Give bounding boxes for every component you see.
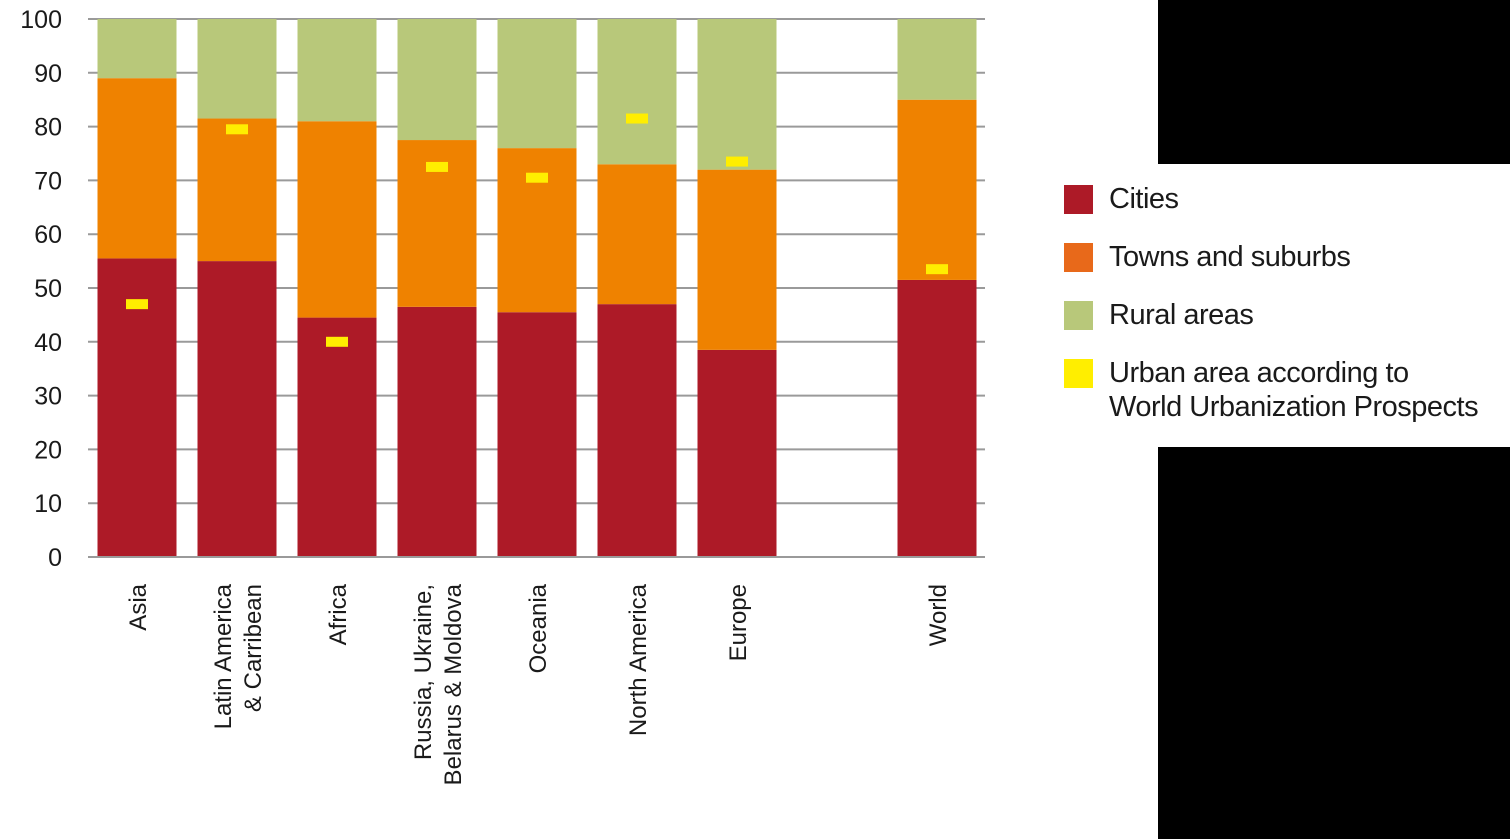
x-tick-label-1-1: & Carribean: [240, 584, 267, 712]
urban-marker-1: [226, 124, 248, 135]
legend-label-cities: Cities: [1109, 183, 1179, 215]
bar-towns-and-suburbs-6: [697, 169, 777, 350]
legend-swatch-towns-and-suburbs: [1064, 243, 1093, 272]
y-tick-label-40: 40: [34, 329, 62, 357]
legend-label-urban-area-wup: Urban area according to World Urbanizati…: [1109, 356, 1479, 424]
bar-cities-8: [897, 279, 977, 557]
y-tick-label-0: 0: [48, 544, 62, 572]
bar-cities-1: [197, 261, 277, 557]
bar-towns-and-suburbs-8: [897, 99, 977, 280]
x-tick-label-3-0: Russia, Ukraine,: [410, 584, 437, 760]
bar-towns-and-suburbs-0: [97, 78, 177, 259]
urban-marker-0: [126, 299, 148, 310]
x-tick-label-3-1: Belarus & Moldova: [440, 583, 467, 785]
bar-rural-areas-2: [297, 19, 377, 122]
bar-rural-areas-5: [597, 19, 677, 165]
bar-rural-areas-0: [97, 19, 177, 79]
x-tick-label-0-0: Asia: [125, 583, 152, 630]
bar-rural-areas-8: [897, 19, 977, 100]
x-tick-label-8-0: World: [925, 584, 952, 646]
bar-towns-and-suburbs-1: [197, 118, 277, 262]
urban-marker-5: [626, 113, 648, 124]
y-tick-label-50: 50: [34, 275, 62, 303]
legend-label-urban-area-line1: Urban area according to: [1109, 357, 1409, 389]
redacted-block-top: [1158, 0, 1510, 164]
redacted-block-bottom: [1158, 447, 1510, 839]
urban-marker-2: [326, 336, 348, 347]
legend-item-rural-areas: Rural areas: [1064, 298, 1478, 332]
bar-cities-4: [497, 312, 577, 557]
legend-swatch-urban-area-wup: [1064, 359, 1093, 388]
x-tick-label-6-0: Europe: [725, 584, 752, 661]
legend-item-urban-area-wup: Urban area according to World Urbanizati…: [1064, 356, 1479, 424]
y-tick-label-100: 100: [20, 6, 62, 34]
legend-swatch-rural-areas: [1064, 301, 1093, 330]
bar-towns-and-suburbs-2: [297, 121, 377, 318]
y-tick-label-70: 70: [34, 167, 62, 195]
x-tick-label-1-0: Latin America: [210, 583, 237, 729]
urban-marker-3: [426, 161, 448, 172]
legend-item-towns-and-suburbs: Towns and suburbs: [1064, 240, 1478, 274]
bar-cities-5: [597, 304, 677, 557]
bar-cities-6: [697, 349, 777, 557]
bar-rural-areas-1: [197, 19, 277, 119]
bar-rural-areas-4: [497, 19, 577, 149]
y-tick-label-80: 80: [34, 114, 62, 142]
chart-legend: Cities Towns and suburbs Rural areas Urb…: [1064, 182, 1479, 448]
bar-rural-areas-3: [397, 19, 477, 141]
y-tick-label-60: 60: [34, 221, 62, 249]
bar-rural-areas-6: [697, 19, 777, 170]
urban-marker-6: [726, 156, 748, 167]
bar-towns-and-suburbs-5: [597, 164, 677, 305]
legend-label-urban-area-line2: World Urbanization Prospects: [1109, 391, 1479, 423]
legend-swatch-cities: [1064, 185, 1093, 214]
x-tick-label-4-0: Oceania: [525, 583, 552, 673]
y-tick-label-20: 20: [34, 436, 62, 464]
urban-marker-4: [526, 172, 548, 183]
y-tick-label-10: 10: [34, 490, 62, 518]
bar-cities-2: [297, 317, 377, 557]
legend-label-rural-areas: Rural areas: [1109, 299, 1254, 331]
legend-item-cities: Cities: [1064, 182, 1478, 216]
y-tick-label-90: 90: [34, 60, 62, 88]
x-tick-label-5-0: North America: [625, 583, 652, 736]
bar-cities-3: [397, 306, 477, 557]
legend-label-towns-and-suburbs: Towns and suburbs: [1109, 241, 1351, 273]
x-tick-label-2-0: Africa: [325, 583, 352, 645]
y-tick-label-30: 30: [34, 383, 62, 411]
urban-marker-8: [926, 264, 948, 275]
